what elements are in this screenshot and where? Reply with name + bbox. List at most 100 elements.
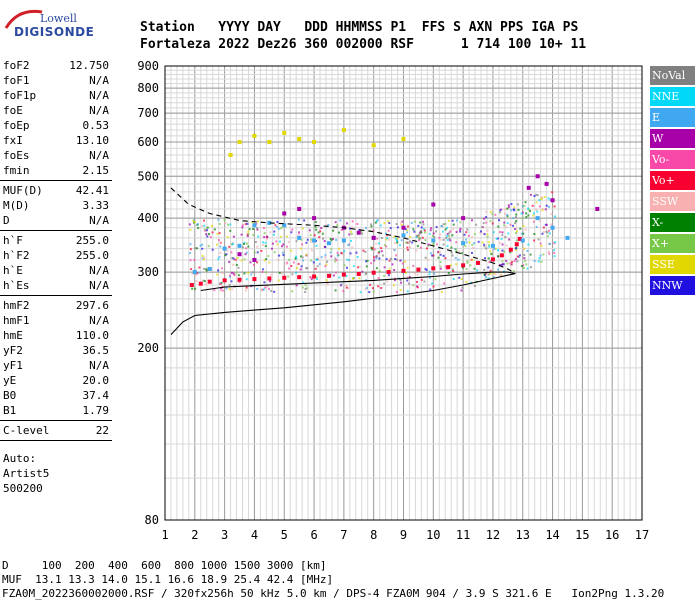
echo-trace-dot [526, 267, 529, 270]
x-tick-label: 15 [575, 528, 589, 542]
trace-point [461, 241, 466, 246]
echo-trace-dot [408, 240, 411, 243]
echo-trace-dot [276, 220, 279, 223]
echo-trace-dot [523, 253, 526, 256]
echo-trace-dot [554, 241, 557, 244]
echo-trace-dot [278, 254, 281, 257]
echo-trace-dot [221, 267, 224, 270]
x-tick-label: 16 [605, 528, 619, 542]
echo-trace-dot [454, 257, 457, 260]
echo-trace-dot [515, 248, 518, 251]
echo-trace-dot [549, 242, 552, 245]
trace-point [252, 223, 257, 228]
echo-trace-dot [487, 241, 490, 244]
echo-trace-dot [443, 282, 446, 285]
echo-trace-dot [387, 274, 390, 277]
echo-trace-dot [305, 287, 308, 290]
echo-trace-dot [323, 240, 326, 243]
echo-trace-dot [536, 210, 539, 213]
echo-trace-dot [516, 203, 519, 206]
echo-trace-dot [542, 226, 545, 229]
echo-trace-dot [371, 247, 374, 250]
echo-trace-dot [544, 208, 547, 211]
trace-point [535, 174, 540, 179]
echo-trace-dot [535, 208, 538, 211]
echo-trace-dot [417, 224, 420, 227]
param-row-mufd: MUF(D) 42.41 [0, 183, 112, 198]
param-value: 2.15 [82, 164, 110, 177]
echo-trace-dot [423, 280, 426, 283]
echo-trace-dot [280, 245, 283, 248]
echo-trace-dot [384, 232, 387, 235]
echo-trace-dot [446, 245, 449, 248]
echo-trace-dot [228, 260, 231, 263]
echo-trace-dot [242, 242, 245, 245]
echo-trace-dot [395, 223, 398, 226]
echo-trace-dot [205, 283, 208, 286]
echo-trace-dot [241, 246, 244, 249]
param-row-foe: foE N/A [0, 103, 112, 118]
echo-trace-dot [527, 214, 530, 217]
param-row-hf2: h`F2 255.0 [0, 248, 112, 263]
echo-trace-dot [195, 247, 198, 250]
echo-trace-dot [545, 223, 548, 226]
echo-trace-dot [500, 263, 503, 266]
echo-trace-dot [224, 222, 227, 225]
echo-trace-dot [235, 271, 238, 274]
echo-trace-dot [431, 254, 434, 257]
param-separator [0, 230, 112, 231]
echo-trace-dot [236, 256, 239, 259]
echo-trace-dot [476, 269, 479, 272]
echo-trace-dot [459, 221, 462, 224]
echo-trace-dot [445, 236, 448, 239]
echo-trace-dot [380, 247, 383, 250]
echo-trace-dot [491, 213, 494, 216]
echo-trace-dot [260, 249, 263, 252]
echo-trace-dot [249, 261, 252, 264]
echo-trace-dot [300, 265, 303, 268]
echo-trace-dot [395, 254, 398, 257]
trace-point [341, 127, 346, 132]
legend-item-x: X+ [650, 234, 695, 253]
echo-trace-dot [452, 227, 455, 230]
echo-trace-dot [292, 261, 295, 264]
echo-trace-dot [291, 228, 294, 231]
echo-trace-dot [370, 262, 373, 265]
echo-trace-dot [416, 245, 419, 248]
echo-trace-dot [494, 213, 497, 216]
echo-trace-dot [281, 251, 284, 254]
echo-trace-dot [415, 236, 418, 239]
echo-trace-dot [483, 233, 486, 236]
echo-trace-dot [350, 232, 353, 235]
echo-trace-dot [219, 251, 222, 254]
scaled-parameters-panel: foF2 12.750 foF1 N/A foF1p N/A foE N/A foEp 0.53 f… [0, 58, 112, 496]
echo-trace-dot [406, 290, 409, 293]
echo-trace-dot [368, 291, 371, 294]
echo-trace-dot [493, 248, 496, 251]
echo-trace-dot [475, 223, 478, 226]
echo-trace-dot [195, 273, 198, 276]
echo-trace-dot [309, 240, 312, 243]
echo-trace-dot [483, 243, 486, 246]
x-tick-label: 5 [281, 528, 288, 542]
echo-trace-dot [364, 288, 367, 291]
echo-trace-dot [369, 283, 372, 286]
echo-trace-dot [541, 196, 544, 199]
echo-trace-dot [244, 289, 247, 292]
echo-trace-dot [466, 261, 469, 264]
echo-trace-dot [211, 248, 214, 251]
echo-trace-dot [273, 251, 276, 254]
trace-point [508, 247, 513, 252]
x-tick-label: 1 [161, 528, 168, 542]
echo-trace-dot [553, 249, 556, 252]
echo-trace-dot [288, 241, 291, 244]
echo-trace-dot [217, 218, 220, 221]
echo-trace-dot [330, 255, 333, 258]
echo-trace-dot [270, 289, 273, 292]
param-value: 1.79 [82, 404, 110, 417]
echo-trace-dot [373, 259, 376, 262]
echo-trace-dot [223, 219, 226, 222]
legend-item-nne: NNE [650, 87, 695, 106]
echo-trace-dot [264, 245, 267, 248]
trace-point [401, 136, 406, 141]
